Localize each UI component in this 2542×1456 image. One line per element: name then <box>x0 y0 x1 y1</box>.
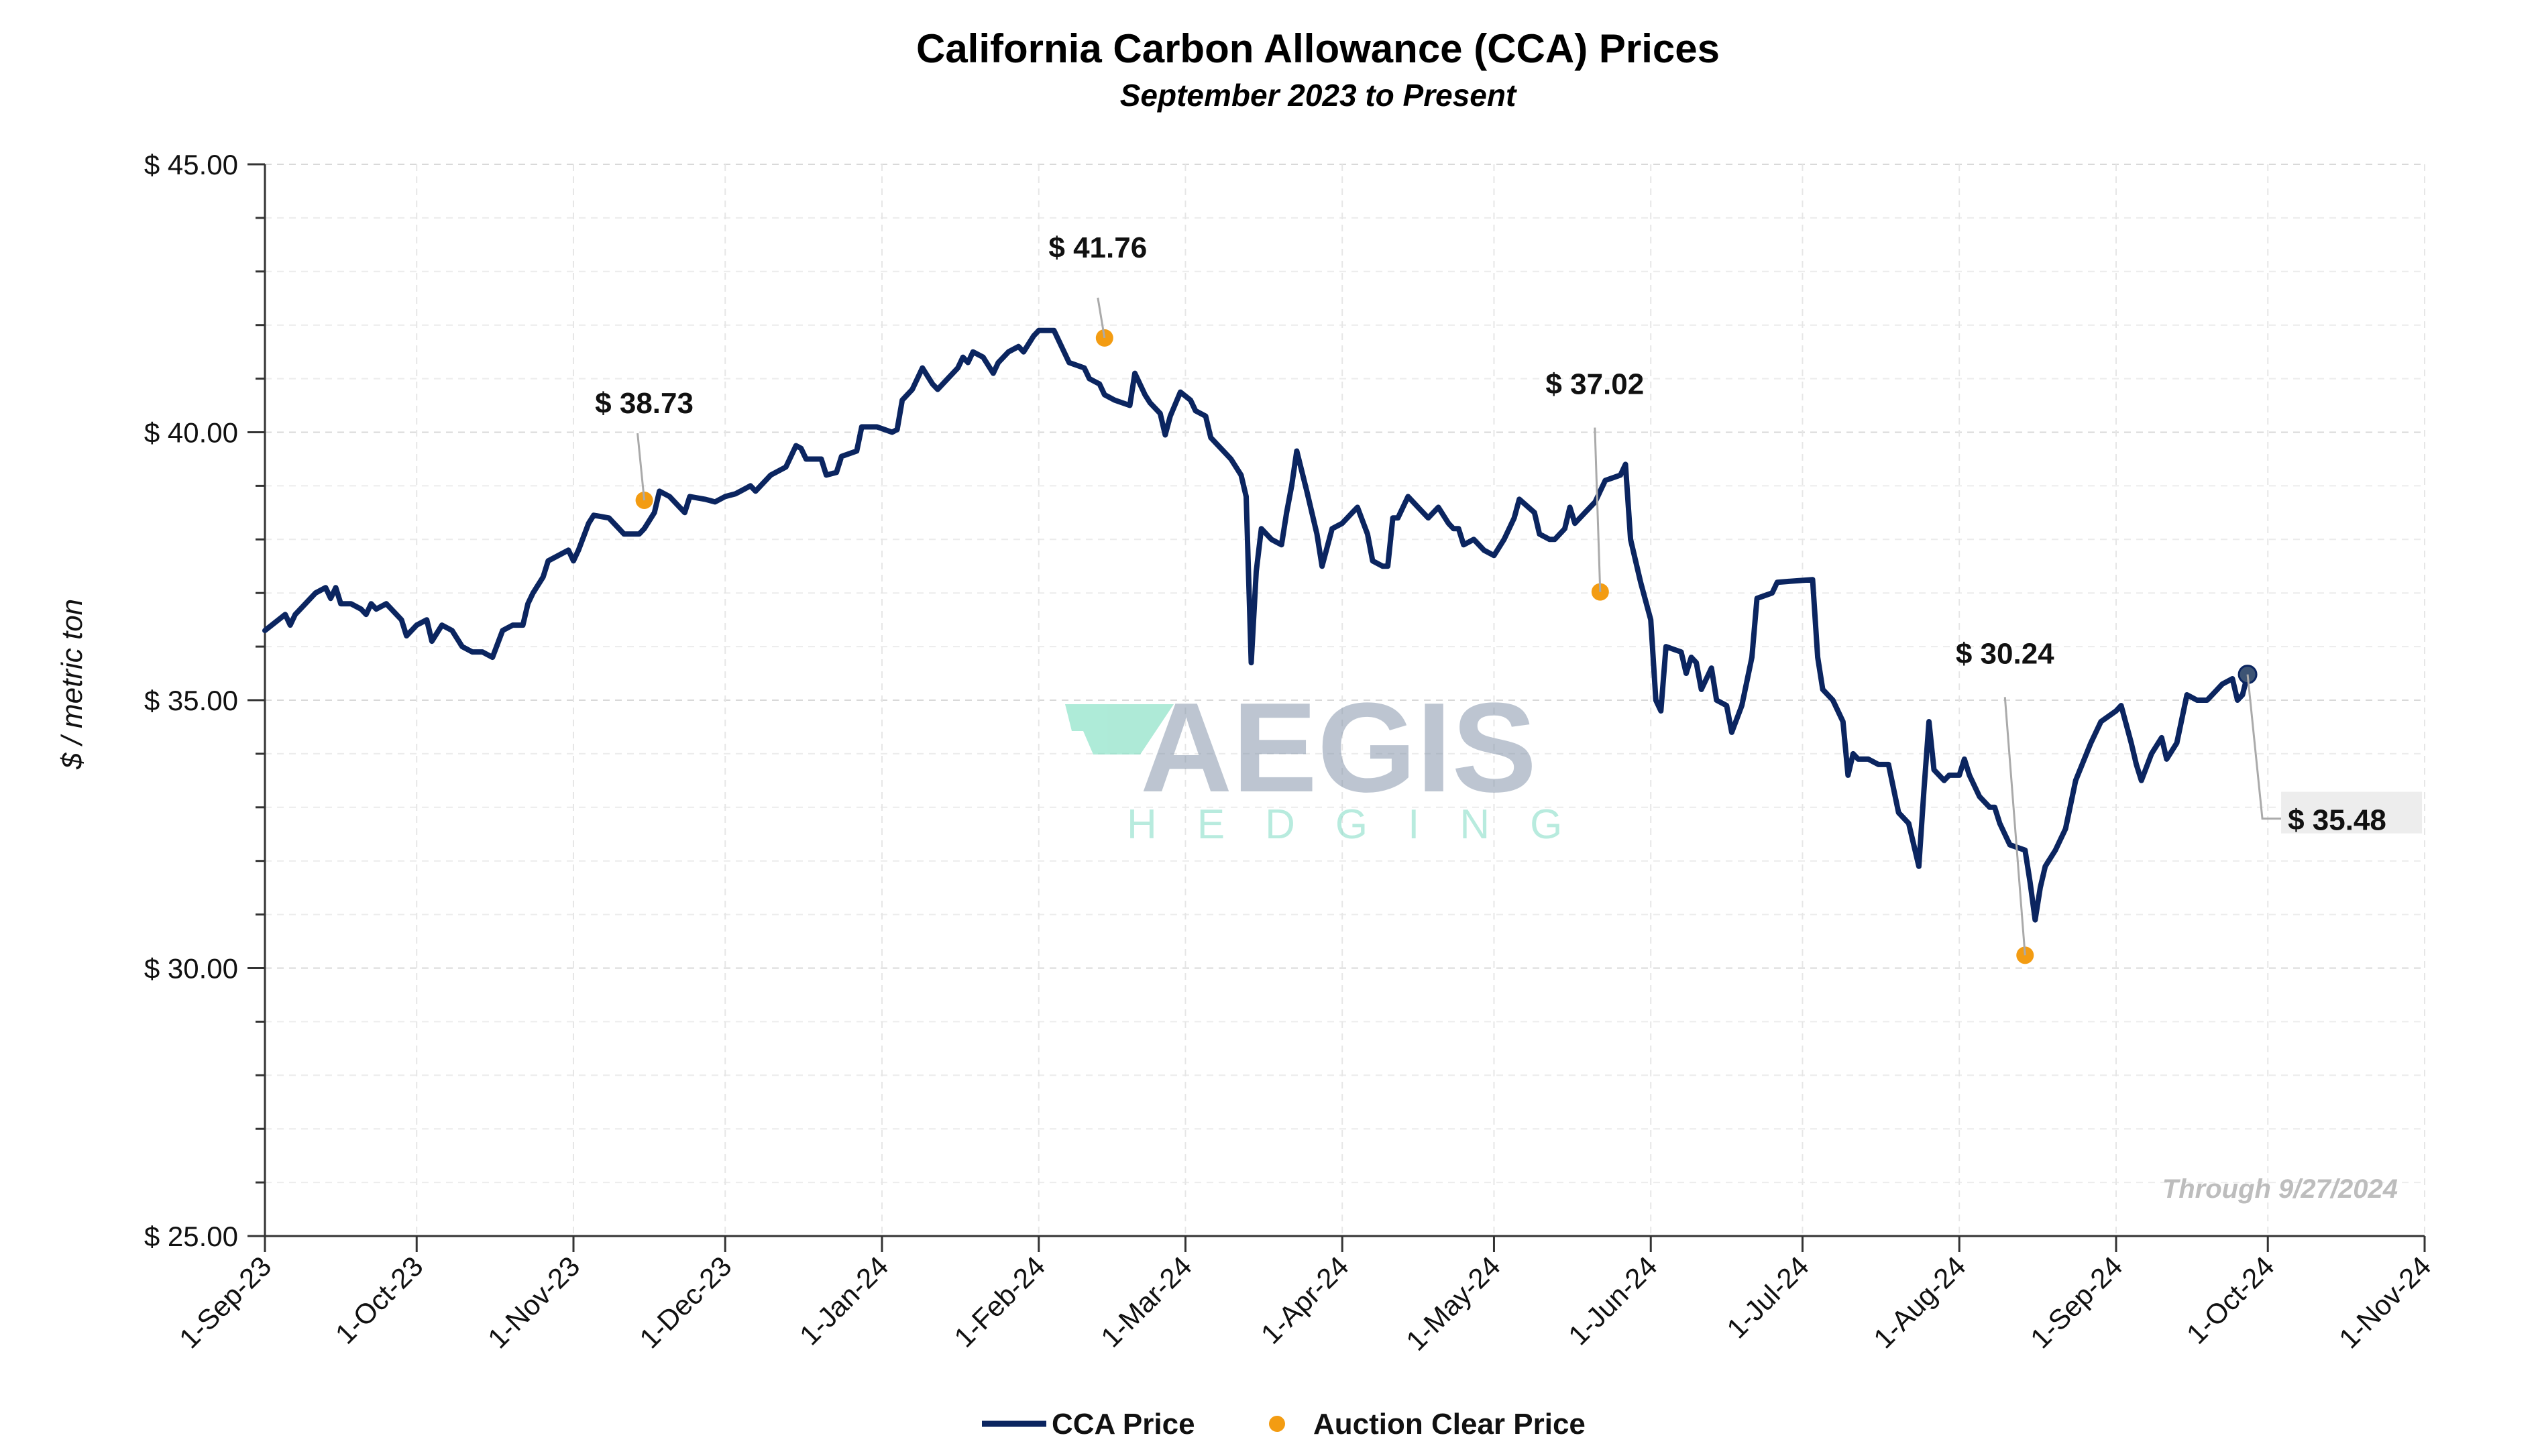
x-tick-label: 1-May-24 <box>1400 1250 1506 1357</box>
chart-subtitle: September 2023 to Present <box>1120 78 1517 113</box>
chart-title: California Carbon Allowance (CCA) Prices <box>916 26 1720 71</box>
x-tick-label: 1-Sep-24 <box>2024 1250 2128 1354</box>
annotation-label: $ 38.73 <box>595 387 694 420</box>
legend: CCA Price Auction Clear Price <box>982 1408 1586 1441</box>
y-tick-label: $ 40.00 <box>144 417 238 449</box>
x-tick-label: 1-Apr-24 <box>1255 1250 1355 1350</box>
annotation-leader <box>2246 674 2282 820</box>
x-tick-label: 1-Nov-24 <box>2333 1250 2437 1354</box>
x-tick-label: 1-Jun-24 <box>1562 1250 1663 1351</box>
x-tick-label: 1-Mar-24 <box>1095 1250 1198 1353</box>
annotation-label: $ 35.48 <box>2288 804 2386 837</box>
y-tick-label: $ 25.00 <box>144 1221 238 1252</box>
x-tick-label: 1-Jul-24 <box>1720 1250 1815 1345</box>
x-tick-label: 1-Aug-24 <box>1867 1250 1971 1354</box>
x-tick-label: 1-Jan-24 <box>793 1250 894 1351</box>
y-tick-label: $ 45.00 <box>144 149 238 180</box>
y-tick-label: $ 35.00 <box>144 685 238 716</box>
annotation-label: $ 37.02 <box>1545 368 1644 401</box>
legend-dot-icon <box>1269 1416 1285 1432</box>
annotation-box <box>2281 791 2423 834</box>
annotation-leader <box>637 433 646 501</box>
legend-label-auction: Auction Clear Price <box>1313 1408 1586 1441</box>
series-cca-price-line <box>262 327 2251 923</box>
x-tick-label: 1-Feb-24 <box>948 1250 1051 1353</box>
annotation-leader <box>2003 697 2026 956</box>
annotation-leader <box>1097 297 1106 339</box>
annotation-leader <box>1594 427 1602 592</box>
watermark-line1: AEGIS <box>1140 677 1537 819</box>
x-tick-label: 1-Sep-23 <box>173 1250 277 1354</box>
y-axis-label: $ / metric ton <box>56 599 89 770</box>
annotation-layer: $ 38.73 $ 41.76 $ 37.02 $ 30.24 $ 35.48 <box>595 231 2423 956</box>
x-tick-label: 1-Oct-23 <box>329 1250 429 1350</box>
logo-mark-icon <box>1065 704 1174 754</box>
x-tick-label: 1-Dec-23 <box>633 1250 737 1354</box>
x-tick-label: 1-Nov-23 <box>482 1250 586 1354</box>
x-tick-label: 1-Oct-24 <box>2180 1250 2280 1350</box>
watermark-logo: AEGIS HEDGING <box>1065 677 1602 848</box>
watermark-line2: HEDGING <box>1127 801 1602 848</box>
grid <box>265 164 2425 1236</box>
y-tick-label: $ 30.00 <box>144 953 238 985</box>
annotation-label: $ 41.76 <box>1048 231 1147 264</box>
through-date-note: Through 9/27/2024 <box>2162 1174 2398 1204</box>
annotation-label: $ 30.24 <box>1956 637 2054 670</box>
legend-label-cca: CCA Price <box>1052 1408 1195 1441</box>
